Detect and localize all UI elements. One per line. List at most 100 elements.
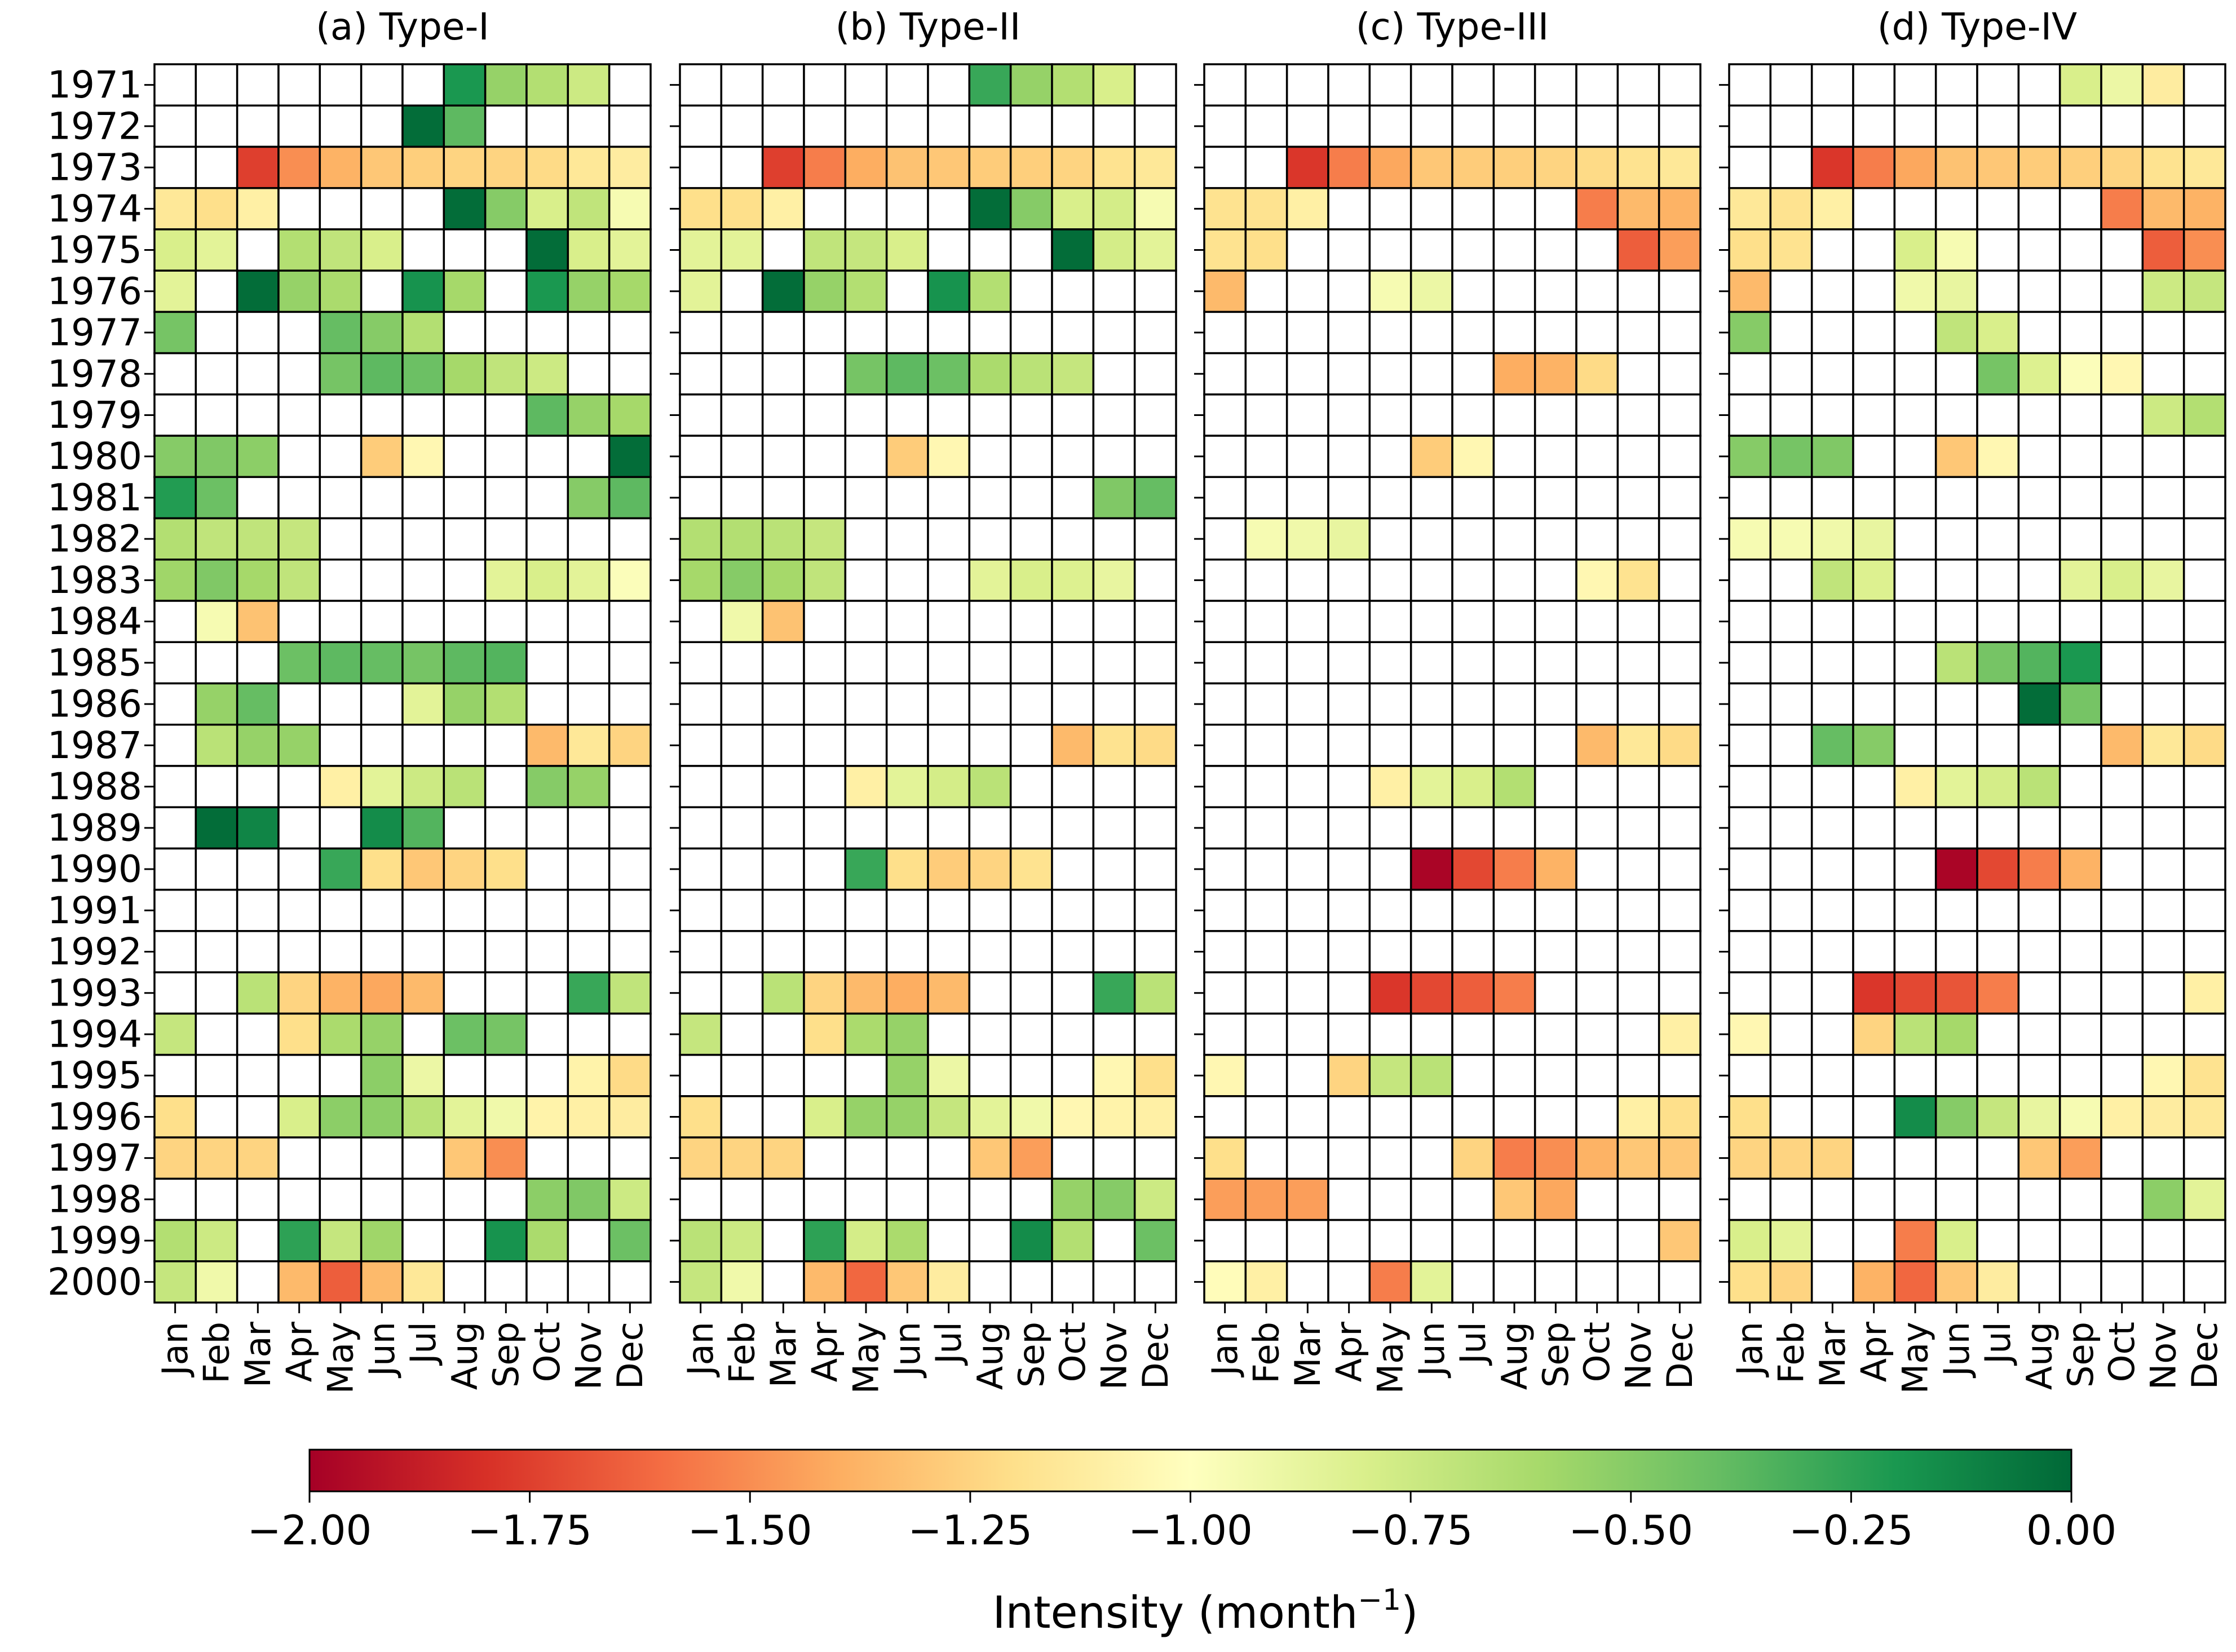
heatmap-cell [360,930,404,973]
heatmap-cell [803,723,847,767]
heatmap-cell [1616,888,1660,932]
month-label: Feb [722,1322,763,1384]
heatmap-cell [1534,847,1577,891]
month-label: Jul [1452,1322,1493,1366]
heatmap-cell [1534,1219,1577,1263]
heatmap-cell [1728,476,1772,520]
heatmap-cell [1009,682,1053,726]
heatmap-cell [761,847,805,891]
heatmap-cell [1534,476,1577,520]
heatmap-cell [1451,476,1495,520]
heatmap-cell [1534,888,1577,932]
heatmap-cell [720,311,764,355]
heatmap-cell [401,847,445,891]
heatmap-cell [1409,682,1453,726]
year-label: 1978 [47,352,142,396]
heatmap-cell [319,1177,363,1221]
heatmap-cell [360,145,404,189]
heatmap-cell [1658,1177,1702,1221]
heatmap-cell [1409,311,1453,355]
heatmap-cell [720,559,764,602]
heatmap-cell [803,1095,847,1139]
heatmap-cell [401,559,445,602]
heatmap-cell [608,971,652,1015]
heatmap-cell [1133,476,1177,520]
heatmap-cell [1852,723,1896,767]
month-label: Oct [2101,1322,2142,1382]
heatmap-cell [484,517,528,561]
heatmap-cell [1575,641,1619,685]
heatmap-cell [1534,435,1577,479]
heatmap-cell [2058,393,2102,437]
heatmap-cell [401,352,445,396]
heatmap-cell [1409,1053,1453,1097]
heatmap-cell [1133,723,1177,767]
heatmap-cell [1327,1136,1371,1180]
heatmap-cell [1133,930,1177,973]
heatmap-cell [1368,641,1412,685]
heatmap-cell [1852,476,1896,520]
heatmap-cell [1244,1136,1288,1180]
heatmap-cell [401,723,445,767]
heatmap-cell [1976,1053,2020,1097]
heatmap-cell [2017,930,2061,973]
heatmap-cell [1492,1260,1536,1304]
heatmap-cell [195,971,238,1015]
heatmap-cell [1409,393,1453,437]
heatmap-cell [885,559,929,602]
heatmap-cell [927,1053,971,1097]
heatmap-cell [1492,1177,1536,1221]
year-label: 1999 [47,1219,142,1263]
heatmap-cell [2141,435,2185,479]
heatmap-cell [2182,1260,2226,1304]
heatmap-cell [2100,435,2144,479]
heatmap-cell [968,476,1012,520]
heatmap-cell [1244,352,1288,396]
heatmap-cell [1327,63,1371,107]
heatmap-cell [1893,145,1937,189]
heatmap-cell [1285,1136,1329,1180]
heatmap-cell [319,930,363,973]
heatmap-cell [1203,1177,1247,1221]
heatmap-cell [844,1177,888,1221]
heatmap-cell [608,352,652,396]
year-label: 1986 [47,683,142,726]
heatmap-cell [968,104,1012,148]
heatmap-cell [443,1219,487,1263]
heatmap-cell [1092,682,1136,726]
heatmap-cell [2182,930,2226,973]
heatmap-cell [885,847,929,891]
heatmap-cell [360,104,404,148]
heatmap-cell [1934,1095,1978,1139]
heatmap-cell [1285,1053,1329,1097]
heatmap-cell [401,1219,445,1263]
heatmap-cell [1327,1177,1371,1221]
heatmap-cell [844,1219,888,1263]
heatmap-cell [2182,1053,2226,1097]
heatmap-cell [803,600,847,644]
month-label: Sep [1011,1322,1052,1388]
heatmap-cell [1203,1053,1247,1097]
heatmap-cell [1810,641,1854,685]
heatmap-cell [319,145,363,189]
heatmap-cell [401,393,445,437]
heatmap-cell [443,1136,487,1180]
heatmap-cell [803,1012,847,1056]
heatmap-cell [968,600,1012,644]
heatmap-cell [608,393,652,437]
heatmap-cell [761,1095,805,1139]
heatmap-cell [844,682,888,726]
heatmap-cell [968,1053,1012,1097]
heatmap-cell [1616,435,1660,479]
heatmap-cell [1327,559,1371,602]
heatmap-cell [1009,476,1053,520]
heatmap-cell [1368,476,1412,520]
heatmap-cell [1203,600,1247,644]
heatmap-cell [1534,806,1577,850]
heatmap-cell [1616,1012,1660,1056]
heatmap-cell [1934,888,1978,932]
heatmap-cell [1616,847,1660,891]
heatmap-cell [1368,888,1412,932]
heatmap-cell [1327,1095,1371,1139]
heatmap-cell [803,1219,847,1263]
